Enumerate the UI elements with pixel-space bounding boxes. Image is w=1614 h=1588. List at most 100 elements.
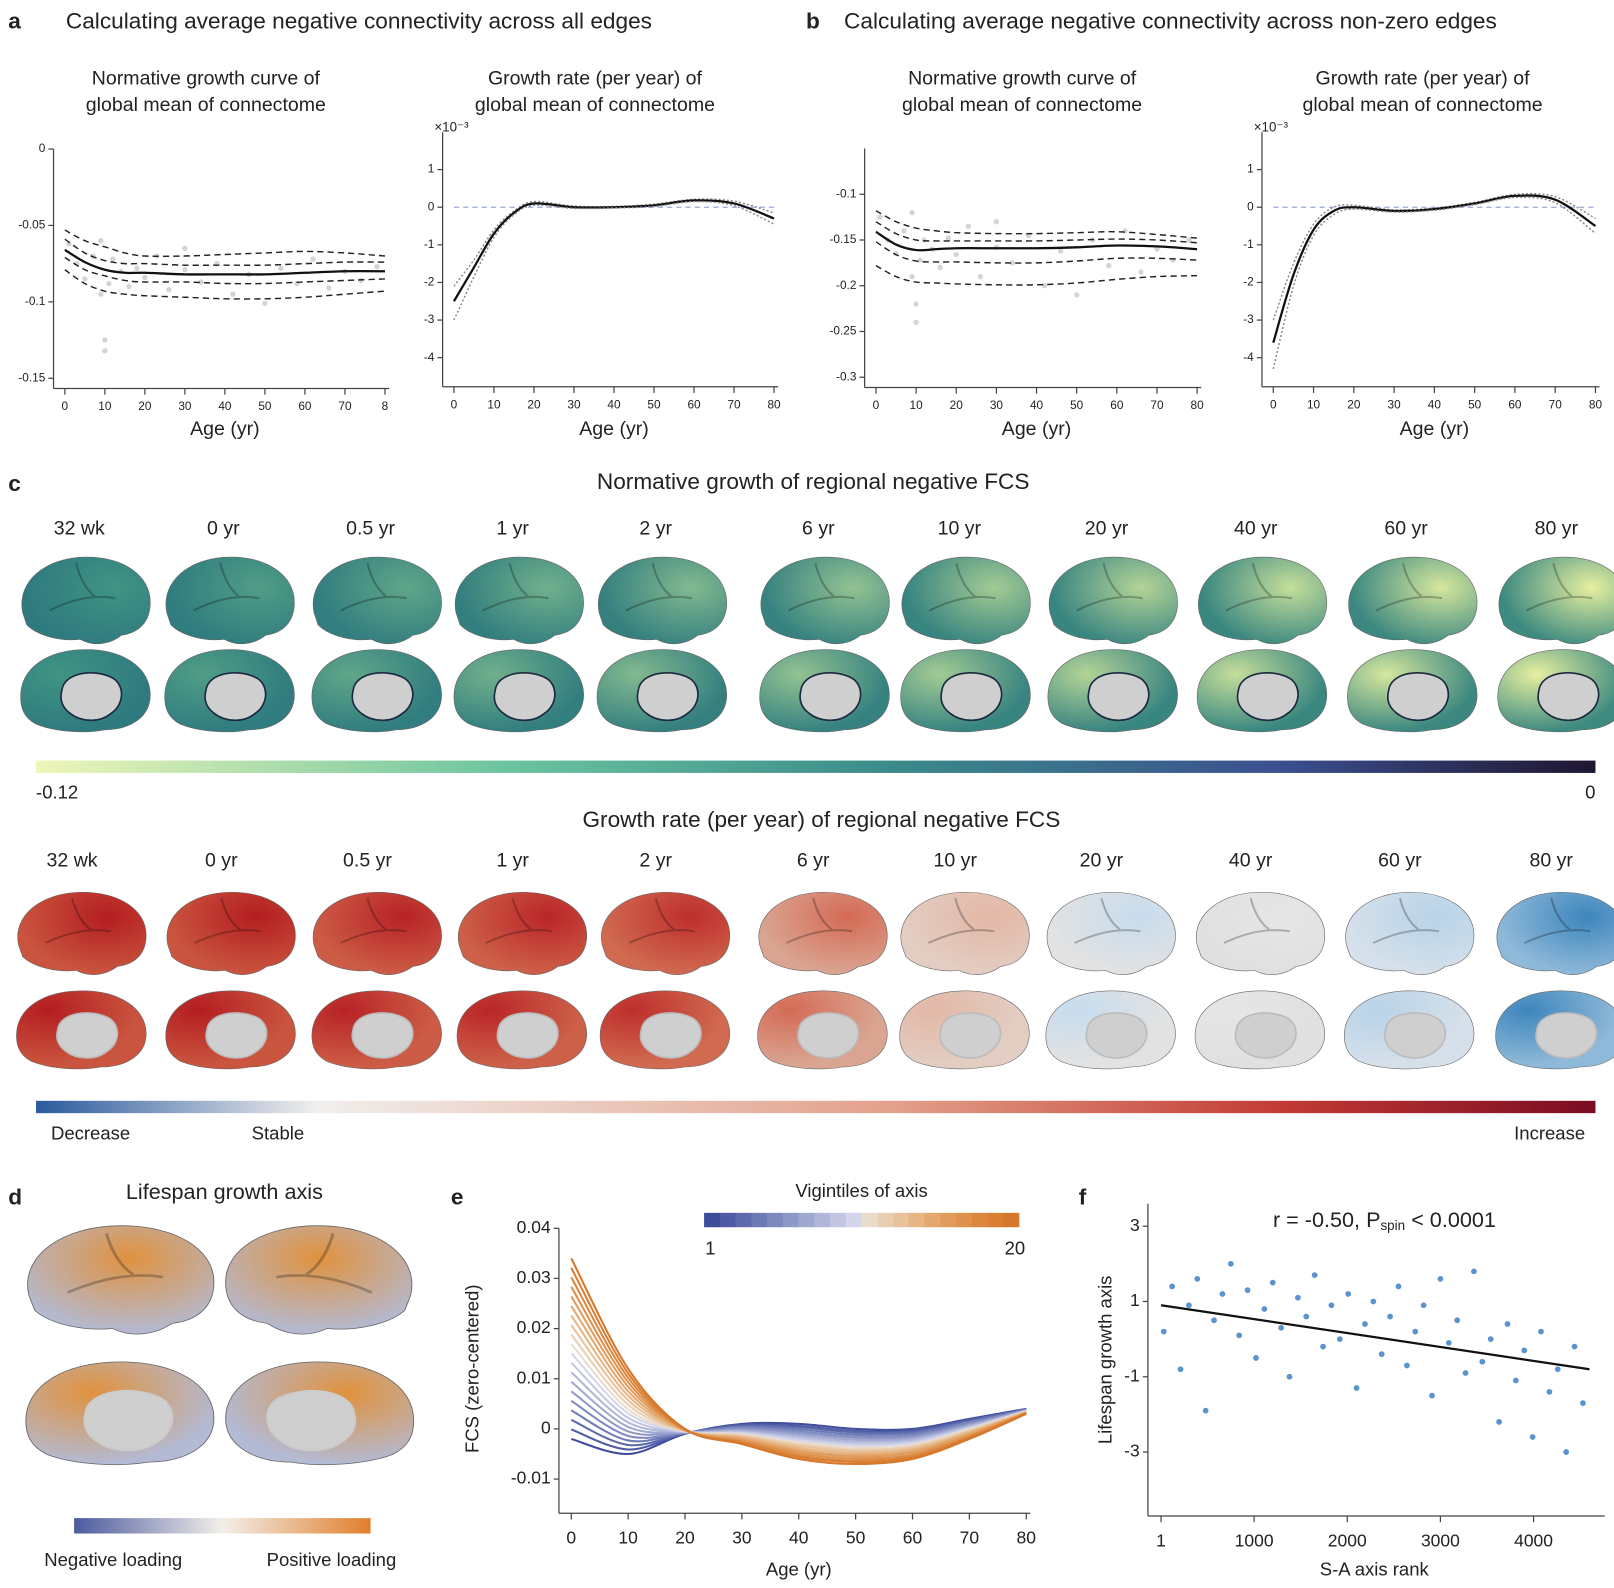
series-line (875, 264, 1198, 286)
data-point (1529, 1434, 1536, 1440)
brain-medial-wall (1085, 1012, 1148, 1059)
legend-swatch (908, 1212, 925, 1228)
brain-sulcus (788, 563, 855, 612)
legend-swatch (751, 1212, 768, 1228)
legend-swatch (814, 1212, 831, 1228)
brain-medial-wall (639, 1012, 702, 1059)
brain-cortex (165, 556, 295, 645)
x-tick-label: 0 (873, 398, 880, 412)
y-tick-label: 3 (1130, 1215, 1140, 1235)
data-point (1479, 1358, 1486, 1365)
data-point (1057, 248, 1064, 254)
x-tick-label: 80 (1191, 398, 1205, 412)
x-tick-label: 30 (178, 399, 192, 413)
data-point (1370, 1298, 1377, 1305)
series-line (453, 200, 775, 321)
brain-medial-wall (1234, 1012, 1297, 1059)
data-point (1571, 1343, 1578, 1350)
data-point (102, 337, 108, 343)
brain-surface (1196, 649, 1328, 733)
x-tick-label: 0 (451, 397, 458, 411)
data-point (198, 279, 204, 285)
brain-surface (1495, 990, 1614, 1070)
y-tick-label: 0.04 (517, 1217, 551, 1237)
legend-label: 1 (705, 1238, 715, 1259)
brain-surface (599, 990, 731, 1070)
data-point (326, 285, 332, 291)
y-tick-label: 1 (1130, 1290, 1140, 1310)
colorbar-label: Negative loading (44, 1549, 182, 1570)
brain-cortex (1345, 891, 1475, 975)
brain-surface (16, 990, 147, 1070)
brain-surface (1347, 649, 1478, 733)
annotation-subscript: spin (1380, 1218, 1405, 1233)
data-point (1074, 292, 1080, 298)
chart-title: Normative growth curve of (92, 67, 321, 89)
brain-surface (596, 649, 728, 733)
series-line (570, 1286, 1027, 1460)
data-point (166, 286, 172, 293)
age-label: 80 yr (1535, 517, 1579, 539)
y-tick-label: 0.03 (517, 1267, 551, 1287)
y-tick-label: -0.01 (511, 1468, 551, 1488)
brain-sulcus (66, 1233, 164, 1294)
y-tick-label: -0.05 (18, 218, 45, 232)
data-point (1496, 1419, 1502, 1425)
brain-cortex (601, 891, 731, 975)
panel-label: a (8, 9, 21, 34)
data-point (1286, 1373, 1293, 1380)
x-tick-label: 40 (789, 1528, 809, 1548)
brain-surface (757, 990, 888, 1070)
brain-surface (1498, 556, 1614, 645)
brain-sulcus (194, 897, 261, 944)
brain-surface (601, 891, 731, 975)
y-axis-label: Lifespan growth axis (1094, 1276, 1115, 1445)
brain-sulcus (1375, 563, 1443, 612)
y-tick-label: -0.2 (836, 278, 856, 292)
brain-surface (758, 891, 888, 975)
legend-swatch (782, 1212, 799, 1228)
panel-header: Calculating average negative connectivit… (844, 9, 1497, 34)
data-point (1236, 1332, 1243, 1339)
x-tick-label: 40 (218, 399, 232, 413)
brain-sulcus (193, 563, 260, 612)
annotation-suffix: < 0.0001 (1411, 1207, 1496, 1232)
brain-cortex (457, 891, 588, 975)
data-point (1362, 1321, 1368, 1327)
y-axis-label: FCS (zero-centered) (461, 1284, 482, 1452)
brain-cortex (1046, 891, 1176, 975)
data-point (921, 237, 927, 243)
legend-swatch (924, 1212, 941, 1228)
data-point (1041, 283, 1048, 289)
y-tick-label: -1 (1243, 237, 1254, 251)
x-tick-label: 0 (566, 1528, 576, 1548)
brain-surface (27, 1225, 215, 1335)
annotation-text: r = -0.50, P (1273, 1207, 1381, 1232)
data-point (1278, 1324, 1285, 1331)
x-tick-label: 2000 (1328, 1530, 1367, 1550)
data-point (1169, 1283, 1176, 1290)
y-tick-label: 0 (1247, 199, 1254, 213)
brain-surface (1045, 990, 1176, 1070)
series-line (570, 1295, 1027, 1458)
section-title: Growth rate (per year) of regional negat… (582, 807, 1060, 832)
series-line (875, 241, 1198, 264)
brain-medial-wall (939, 1012, 1002, 1059)
data-point (1471, 1268, 1477, 1275)
x-tick-label: 80 (1589, 397, 1603, 411)
x-tick-label: 80 (767, 397, 781, 411)
axis-multiplier: ×10⁻³ (1254, 120, 1289, 135)
brain-sulcus (785, 897, 853, 944)
legend-swatch (704, 1212, 721, 1228)
x-tick-label: 20 (138, 399, 152, 413)
brain-medial-wall (797, 1012, 860, 1059)
brain-cortex (312, 891, 442, 975)
age-label: 0 yr (205, 849, 238, 871)
series-line (570, 1305, 1027, 1457)
brain-sulcus (628, 897, 695, 944)
colorbar-label: Stable (252, 1123, 305, 1144)
panel-header: Calculating average negative connectivit… (66, 9, 652, 34)
brain-surface (899, 990, 1030, 1070)
data-point (1253, 1355, 1259, 1361)
